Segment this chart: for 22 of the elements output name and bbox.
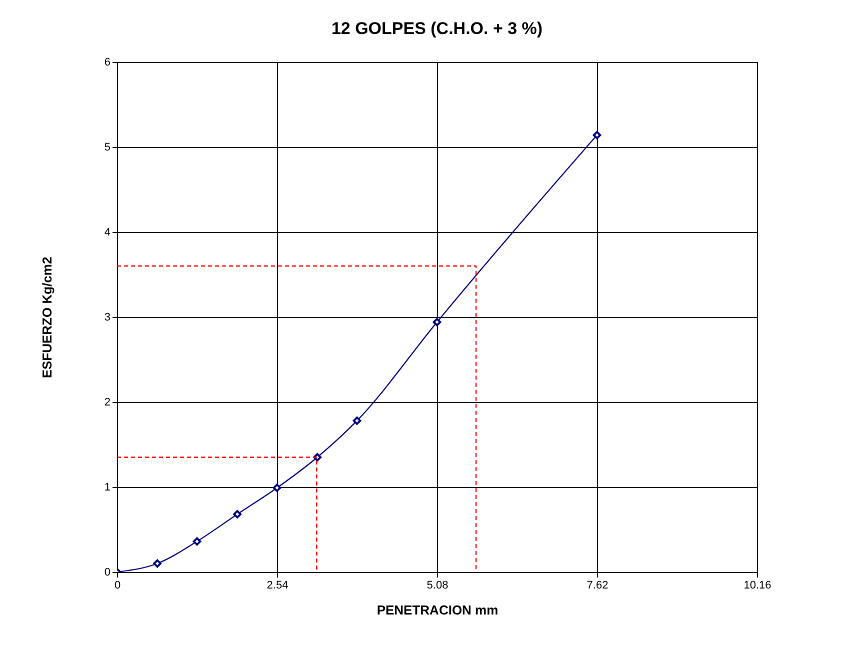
y-tick-label: 1: [104, 482, 110, 494]
y-tick-label: 2: [104, 396, 110, 408]
point: [272, 484, 282, 492]
point: [592, 130, 602, 140]
y-tick-label: 0: [104, 566, 110, 578]
x-axis-title: PENETRACION mm: [376, 602, 498, 618]
x-tick-label: 7.62: [586, 580, 608, 592]
point: [153, 559, 162, 568]
x-tick-label: 10.16: [744, 580, 772, 592]
y-tick-label: 5: [104, 142, 110, 154]
x-tick-label: 5.08: [426, 580, 448, 592]
y-tick-label: 4: [104, 226, 110, 238]
y-tick-label: 3: [104, 312, 110, 324]
x-tick-label: 2.54: [266, 580, 288, 592]
x-tick-label: 0: [114, 580, 121, 592]
point: [192, 537, 202, 546]
y-axis-title: ESFUERZO Kg/cm2: [39, 256, 54, 378]
point: [432, 318, 442, 326]
point: [233, 510, 242, 518]
y-tick-label: 6: [104, 56, 110, 68]
point: [352, 416, 362, 425]
chart-title: 12 GOLPES (C.H.O. + 3 %): [331, 19, 543, 38]
